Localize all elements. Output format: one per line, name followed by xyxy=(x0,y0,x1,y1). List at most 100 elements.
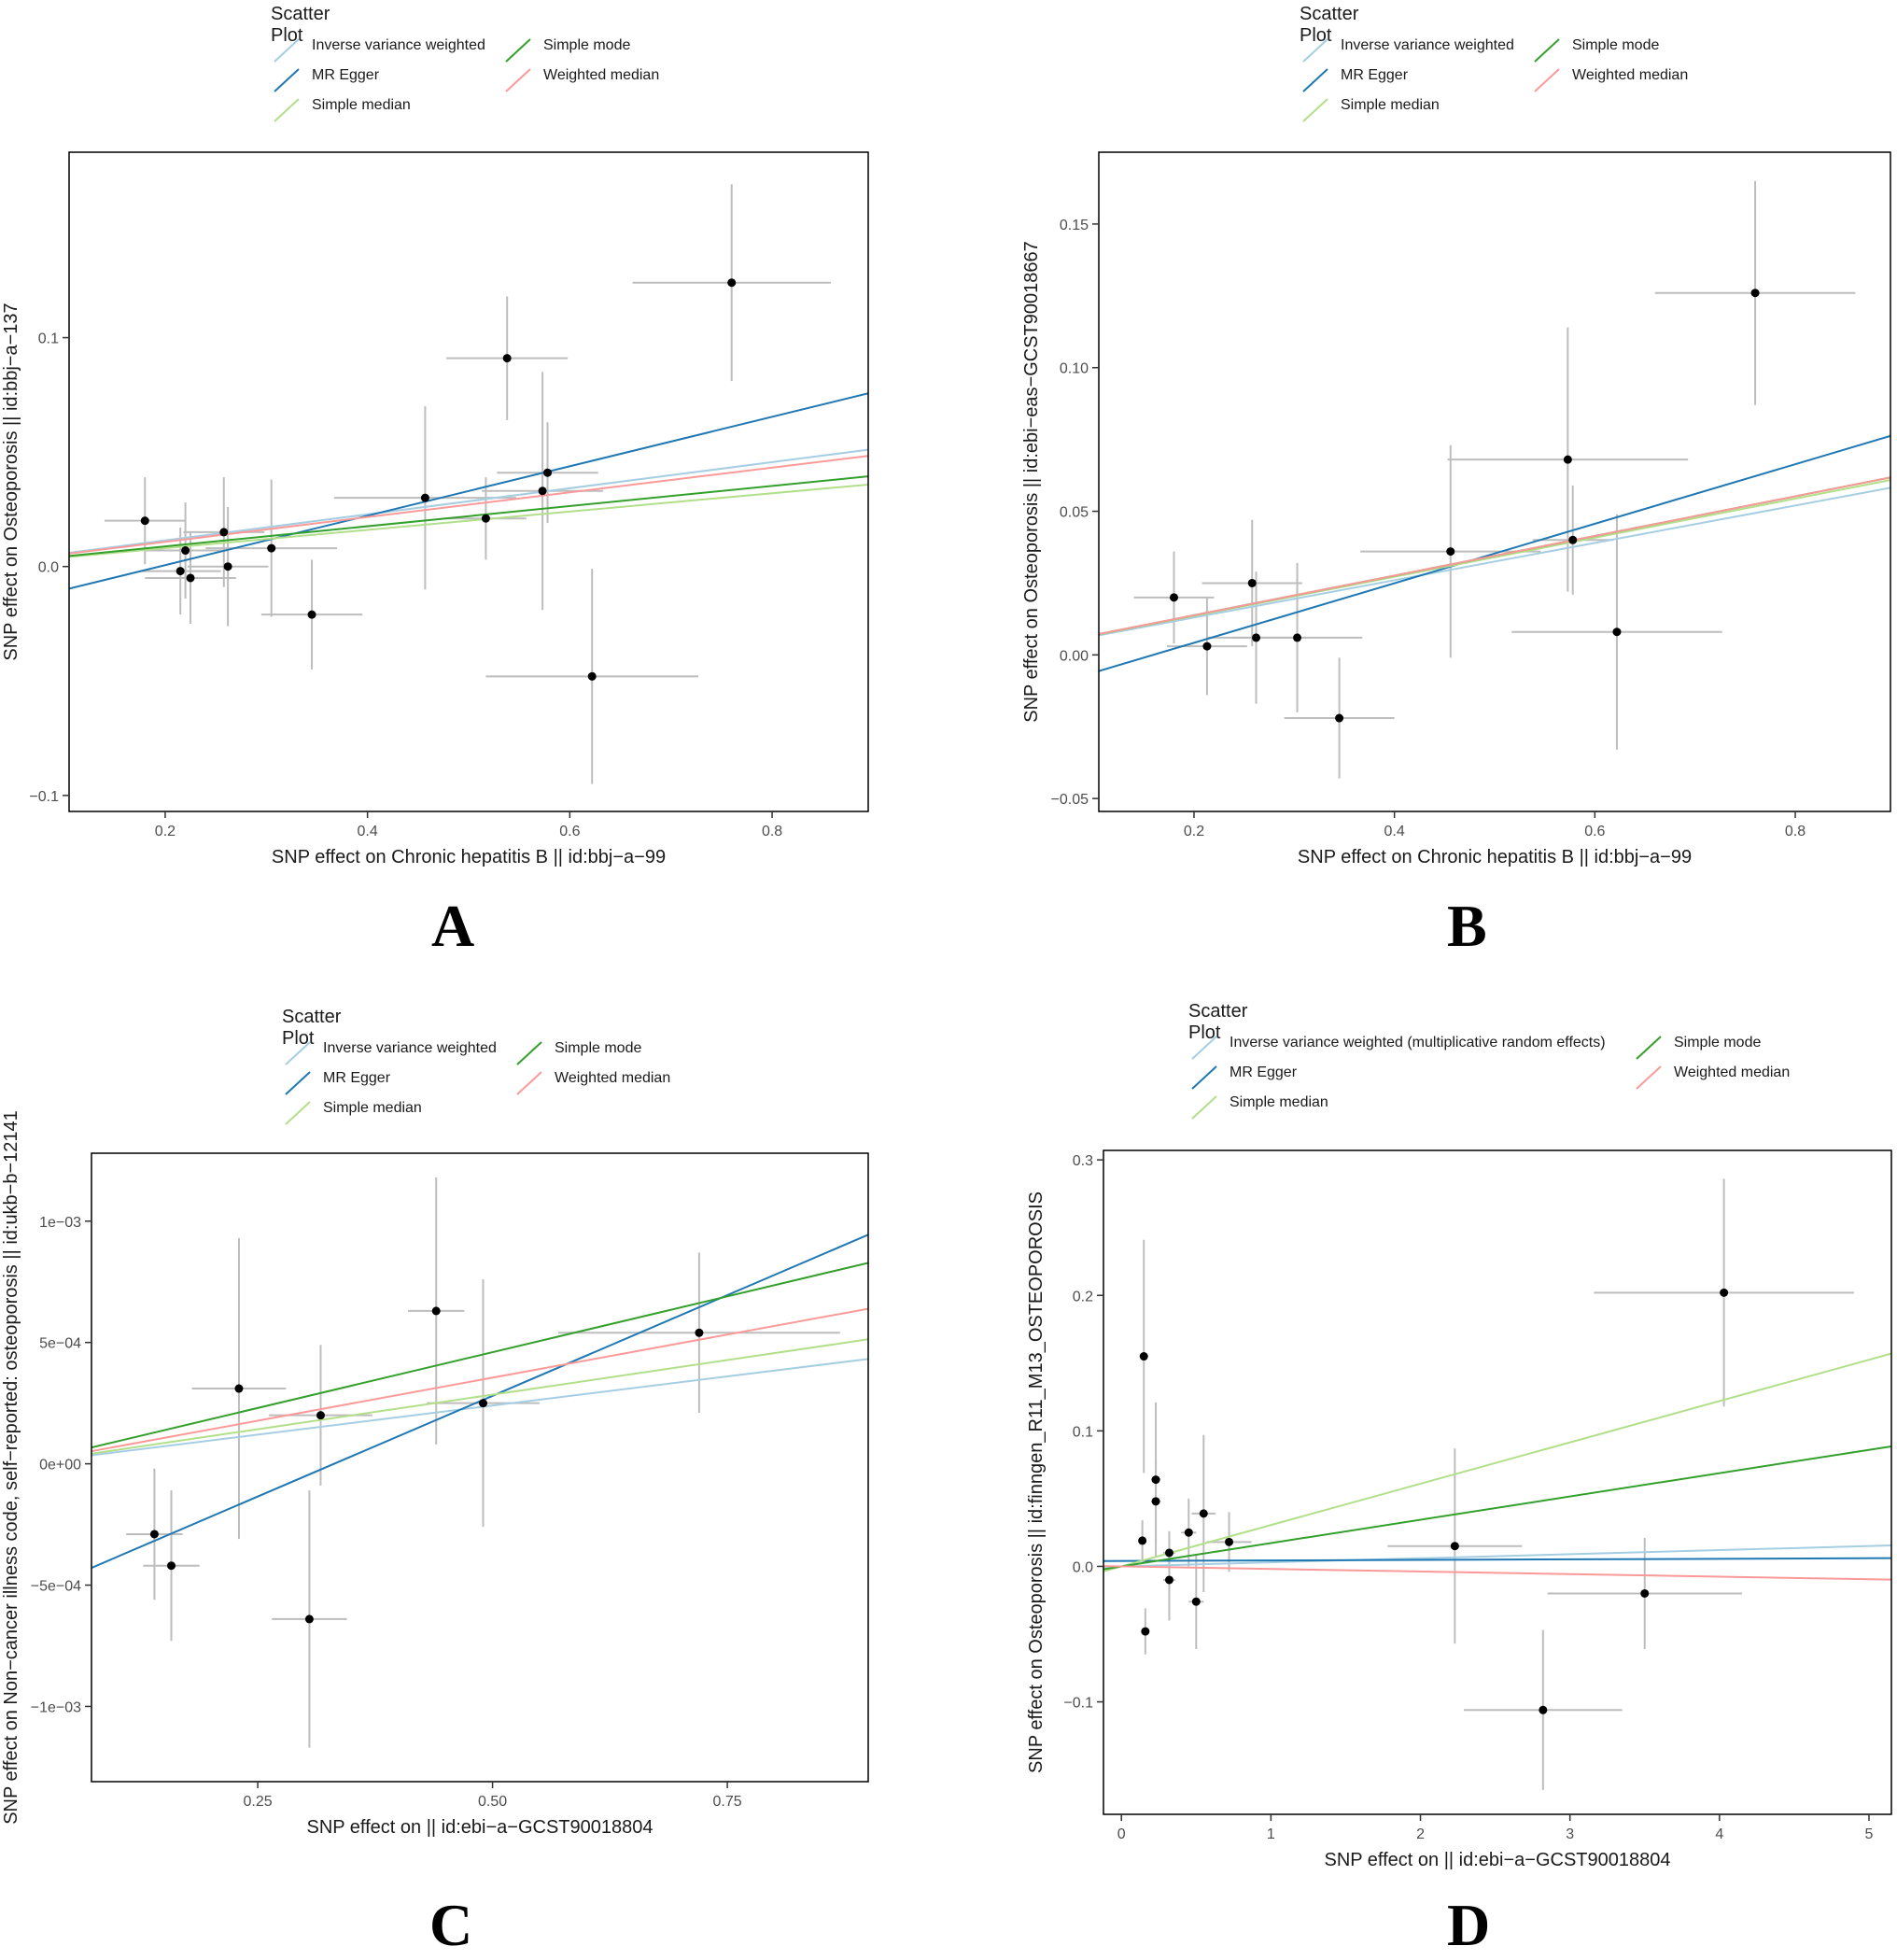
data-point xyxy=(176,567,185,576)
regression-line xyxy=(1103,1557,1891,1562)
legend-item-mr-egger: MR Egger xyxy=(284,1070,390,1095)
regression-line xyxy=(1099,476,1890,636)
legend-item-mr-egger: MR Egger xyxy=(1190,1065,1297,1090)
legend-item-simple-median: Simple median xyxy=(273,97,411,122)
x-tick-label: 3 xyxy=(1566,1826,1574,1842)
y-tick-label: 0.15 xyxy=(1060,218,1089,233)
x-tick-label: 0.8 xyxy=(762,824,782,839)
legend-item-simple-mode: Simple mode xyxy=(504,37,630,63)
data-point xyxy=(1141,1627,1150,1636)
legend-item-simple-mode: Simple mode xyxy=(1533,37,1659,63)
regression-line xyxy=(69,483,868,558)
regression-line xyxy=(1099,479,1890,636)
data-point xyxy=(695,1328,704,1337)
data-point xyxy=(1446,547,1455,557)
data-point xyxy=(1151,1497,1160,1506)
data-point xyxy=(1170,593,1179,602)
data-point xyxy=(307,610,316,619)
y-axis-title: SNP effect on Osteoporosis || id:finngen… xyxy=(1026,1192,1047,1773)
data-point xyxy=(1252,633,1261,642)
y-tick-label: −0.05 xyxy=(1051,792,1089,808)
x-tick-label: 0.2 xyxy=(1184,824,1204,839)
data-point xyxy=(1138,1536,1147,1545)
data-point xyxy=(1139,1352,1148,1361)
regression-line xyxy=(1103,1445,1891,1571)
y-tick-label: 0.1 xyxy=(38,331,59,347)
data-point xyxy=(267,543,276,553)
legend-item-mr-egger: MR Egger xyxy=(273,67,379,92)
regression-line xyxy=(1103,1544,1891,1568)
data-point xyxy=(1539,1705,1548,1714)
legend-title: Scatter Plot xyxy=(1188,1001,1248,1043)
y-tick-label: 0.0 xyxy=(38,560,59,576)
y-axis-title: SNP effect on Osteoporosis || id:bbj−a−1… xyxy=(1,303,21,660)
legend-item-ivw: Inverse variance weighted xyxy=(284,1040,497,1065)
x-axis-title: SNP effect on Chronic hepatitis B || id:… xyxy=(272,847,666,867)
data-point xyxy=(543,468,553,477)
data-point xyxy=(1335,713,1344,723)
y-tick-label: −5e−04 xyxy=(31,1579,81,1595)
data-point xyxy=(1293,633,1302,642)
regression-line xyxy=(69,455,868,555)
regression-line xyxy=(1103,1352,1891,1572)
legend-item-weighted-median: Weighted median xyxy=(515,1070,670,1095)
y-tick-label: −1e−03 xyxy=(31,1699,81,1715)
data-point xyxy=(1612,627,1622,637)
plot-area xyxy=(69,184,868,784)
regression-line xyxy=(1099,486,1890,637)
data-point xyxy=(1568,535,1578,544)
data-point xyxy=(1225,1537,1234,1546)
x-tick-label: 0.25 xyxy=(243,1794,272,1810)
panel-letter-b: B xyxy=(1447,893,1487,959)
y-tick-label: 0.00 xyxy=(1060,648,1089,664)
x-tick-label: 0 xyxy=(1117,1826,1126,1842)
legend-item-simple-median: Simple median xyxy=(284,1100,422,1125)
x-axis-title: SNP effect on || id:ebi−a−GCST90018804 xyxy=(306,1817,653,1838)
plot-area xyxy=(1103,1178,1891,1790)
x-tick-label: 0.50 xyxy=(478,1794,507,1810)
data-point xyxy=(1640,1588,1650,1598)
plot-area xyxy=(1099,180,1890,779)
regression-line xyxy=(1099,434,1890,672)
x-tick-label: 5 xyxy=(1865,1826,1874,1842)
legend-item-weighted-median: Weighted median xyxy=(1635,1065,1790,1090)
x-tick-label: 4 xyxy=(1715,1826,1723,1842)
data-point xyxy=(223,562,232,571)
data-point xyxy=(1164,1575,1173,1585)
data-point xyxy=(1202,642,1212,651)
legend-item-simple-median: Simple median xyxy=(1190,1094,1328,1120)
data-point xyxy=(1191,1597,1201,1606)
x-axis-title: SNP effect on || id:ebi−a−GCST90018804 xyxy=(1324,1850,1670,1870)
legend-item-ivw: Inverse variance weighted (multiplicativ… xyxy=(1190,1035,1606,1060)
x-tick-label: 0.4 xyxy=(358,824,378,839)
x-tick-label: 0.6 xyxy=(1584,824,1605,839)
legend-title: Scatter Plot xyxy=(271,4,330,46)
x-tick-label: 1 xyxy=(1267,1826,1275,1842)
data-point xyxy=(140,516,149,526)
panel-letter-d: D xyxy=(1447,1892,1491,1958)
y-tick-label: 1e−03 xyxy=(39,1215,81,1231)
regression-line xyxy=(91,1358,868,1457)
data-point xyxy=(316,1411,325,1420)
data-point xyxy=(167,1561,176,1571)
data-point xyxy=(1750,289,1760,298)
x-tick-label: 2 xyxy=(1416,1826,1425,1842)
plot-border xyxy=(91,1152,869,1783)
data-point xyxy=(479,1399,488,1408)
y-tick-label: 0e+00 xyxy=(39,1458,81,1474)
legend-item-weighted-median: Weighted median xyxy=(1533,67,1688,92)
data-point xyxy=(481,514,490,523)
data-point xyxy=(1164,1548,1173,1558)
y-tick-label: 0.1 xyxy=(1073,1424,1093,1440)
data-point xyxy=(181,546,190,556)
regression-line xyxy=(69,475,868,557)
y-tick-label: 0.2 xyxy=(1073,1289,1093,1304)
regression-line xyxy=(91,1338,868,1455)
regression-line xyxy=(69,448,868,555)
data-point xyxy=(1247,578,1257,587)
data-point xyxy=(502,354,512,363)
regression-line xyxy=(1103,1565,1891,1581)
data-point xyxy=(420,493,429,502)
data-point xyxy=(1563,455,1572,464)
